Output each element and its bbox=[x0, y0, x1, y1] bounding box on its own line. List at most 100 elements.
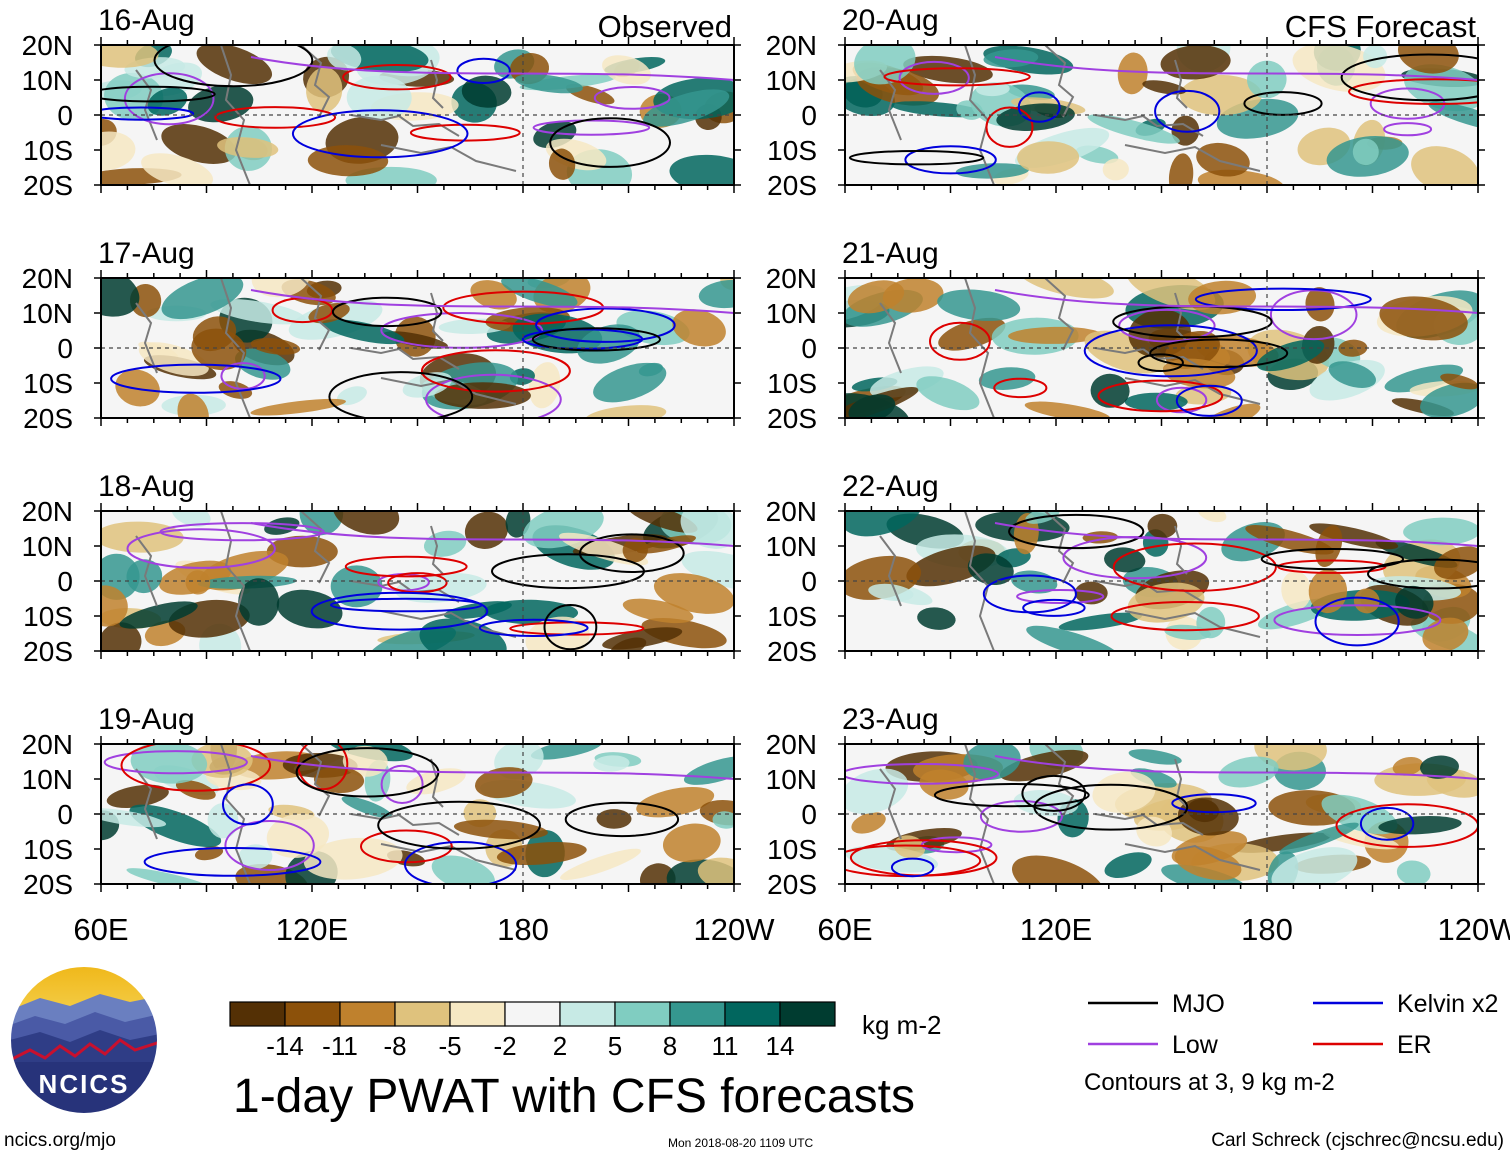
panel-tag: Observed bbox=[598, 9, 732, 44]
footer-timestamp: Mon 2018-08-20 1109 UTC bbox=[668, 1136, 814, 1150]
panel-date: 21-Aug bbox=[842, 237, 939, 270]
pwat-field bbox=[845, 744, 1478, 884]
x-tick-label: 180 bbox=[497, 912, 549, 947]
y-tick-label: 10N bbox=[766, 298, 817, 329]
y-tick-label: 20S bbox=[767, 403, 817, 434]
pwat-field bbox=[845, 45, 1478, 185]
panel-tag: CFS Forecast bbox=[1285, 9, 1477, 44]
y-tick-label: 10N bbox=[22, 764, 73, 795]
y-tick-label: 20N bbox=[22, 30, 73, 61]
y-tick-label: 0 bbox=[57, 799, 73, 830]
y-tick-label: 10S bbox=[767, 834, 817, 865]
panel-date: 22-Aug bbox=[842, 470, 939, 503]
y-tick-label: 10S bbox=[23, 368, 73, 399]
panel-18-Aug: 20N 10N 0 10S 20S 18-Aug bbox=[22, 470, 741, 667]
legend-label: Kelvin x2 bbox=[1397, 990, 1498, 1018]
panel-date: 19-Aug bbox=[98, 703, 195, 736]
pwat-field bbox=[101, 511, 734, 651]
panel-date: 16-Aug bbox=[98, 4, 195, 37]
y-tick-label: 10N bbox=[766, 531, 817, 562]
colorbar-label: -8 bbox=[383, 1031, 406, 1061]
y-tick-label: 20N bbox=[766, 729, 817, 760]
colorbar-swatch bbox=[614, 1001, 671, 1027]
colorbar-swatch bbox=[724, 1001, 781, 1027]
y-tick-label: 0 bbox=[57, 333, 73, 364]
panel-23-Aug: 20N 10N 0 10S 20S 23-Aug bbox=[766, 703, 1485, 900]
y-tick-label: 20S bbox=[767, 170, 817, 201]
y-tick-label: 20N bbox=[22, 729, 73, 760]
colorbar-label: -14 bbox=[266, 1031, 304, 1061]
panel-22-Aug: 20N 10N 0 10S 20S 22-Aug bbox=[766, 470, 1485, 667]
y-tick-label: 20S bbox=[23, 869, 73, 900]
panels-layer: 20N 10N 0 10S 20S 16-Aug Observed 20N 10N 0 10S 20S… bbox=[22, 4, 1485, 900]
y-tick-label: 20N bbox=[766, 496, 817, 527]
colorbar-label: 14 bbox=[766, 1031, 795, 1061]
ncics-logo: NCICS bbox=[9, 965, 159, 1115]
x-tick-label: 120W bbox=[1438, 912, 1510, 947]
panel-21-Aug: 20N 10N 0 10S 20S 21-Aug bbox=[766, 237, 1485, 434]
pwat-field bbox=[101, 278, 734, 418]
legend-label: Low bbox=[1172, 1031, 1219, 1059]
colorbar-label: 5 bbox=[608, 1031, 622, 1061]
y-tick-label: 0 bbox=[801, 799, 817, 830]
chart-title: 1-day PWAT with CFS forecasts bbox=[233, 1070, 915, 1123]
contour-note: Contours at 3, 9 kg m-2 bbox=[1084, 1069, 1335, 1096]
y-tick-label: 20N bbox=[766, 30, 817, 61]
y-tick-label: 0 bbox=[57, 100, 73, 131]
panel-20-Aug: 20N 10N 0 10S 20S 20-Aug CFS Forecast bbox=[766, 4, 1485, 201]
y-tick-label: 10N bbox=[22, 298, 73, 329]
y-tick-label: 0 bbox=[57, 566, 73, 597]
colorbar-swatch bbox=[779, 1001, 836, 1027]
x-tick-label: 120E bbox=[1020, 912, 1092, 947]
panel-17-Aug: 20N 10N 0 10S 20S 17-Aug bbox=[22, 237, 741, 434]
y-tick-label: 10S bbox=[23, 135, 73, 166]
panel-date: 23-Aug bbox=[842, 703, 939, 736]
logo-text: NCICS bbox=[39, 1069, 130, 1099]
pwat-field bbox=[101, 744, 734, 884]
colorbar-swatch bbox=[449, 1001, 506, 1027]
panel-16-Aug: 20N 10N 0 10S 20S 16-Aug Observed bbox=[22, 4, 741, 201]
colorbar-label: -5 bbox=[438, 1031, 461, 1061]
colorbar: -14 -11 -8 -5 -2 2 5 8 11 14 bbox=[229, 1001, 836, 1061]
y-tick-label: 20N bbox=[22, 263, 73, 294]
y-tick-label: 10N bbox=[22, 65, 73, 96]
footer-site: ncics.org/mjo bbox=[4, 1130, 116, 1151]
y-tick-label: 10N bbox=[766, 764, 817, 795]
y-tick-label: 10S bbox=[23, 834, 73, 865]
panel-date: 18-Aug bbox=[98, 470, 195, 503]
y-tick-label: 20N bbox=[766, 263, 817, 294]
y-tick-label: 10S bbox=[767, 368, 817, 399]
y-tick-label: 20S bbox=[767, 869, 817, 900]
y-tick-label: 10S bbox=[767, 135, 817, 166]
x-tick-label: 180 bbox=[1241, 912, 1293, 947]
footer-author: Carl Schreck (cjschrec@ncsu.edu) bbox=[1211, 1130, 1504, 1151]
y-tick-label: 20S bbox=[23, 403, 73, 434]
colorbar-swatch bbox=[394, 1001, 451, 1027]
pwat-field bbox=[845, 278, 1478, 418]
y-tick-label: 10S bbox=[23, 601, 73, 632]
panel-date: 20-Aug bbox=[842, 4, 939, 37]
colorbar-label: -11 bbox=[322, 1031, 358, 1061]
x-tick-label: 60E bbox=[817, 912, 872, 947]
colorbar-swatch bbox=[229, 1001, 286, 1027]
panel-19-Aug: 20N 10N 0 10S 20S 19-Aug bbox=[22, 703, 741, 900]
y-tick-label: 10N bbox=[766, 65, 817, 96]
colorbar-label: -2 bbox=[493, 1031, 516, 1061]
pwat-field bbox=[101, 45, 734, 185]
legend-label: ER bbox=[1397, 1031, 1432, 1059]
colorbar-swatch bbox=[284, 1001, 341, 1027]
colorbar-units: kg m-2 bbox=[862, 1010, 941, 1040]
panel-date: 17-Aug bbox=[98, 237, 195, 270]
legend-label: MJO bbox=[1172, 990, 1225, 1018]
y-tick-label: 20S bbox=[23, 170, 73, 201]
y-tick-label: 0 bbox=[801, 100, 817, 131]
colorbar-swatch bbox=[504, 1001, 561, 1027]
x-tick-label: 120W bbox=[694, 912, 776, 947]
x-tick-label: 120E bbox=[276, 912, 348, 947]
colorbar-label: 2 bbox=[553, 1031, 567, 1061]
colorbar-label: 8 bbox=[663, 1031, 677, 1061]
x-tick-label: 60E bbox=[73, 912, 128, 947]
colorbar-swatch bbox=[339, 1001, 396, 1027]
y-tick-label: 20S bbox=[767, 636, 817, 667]
